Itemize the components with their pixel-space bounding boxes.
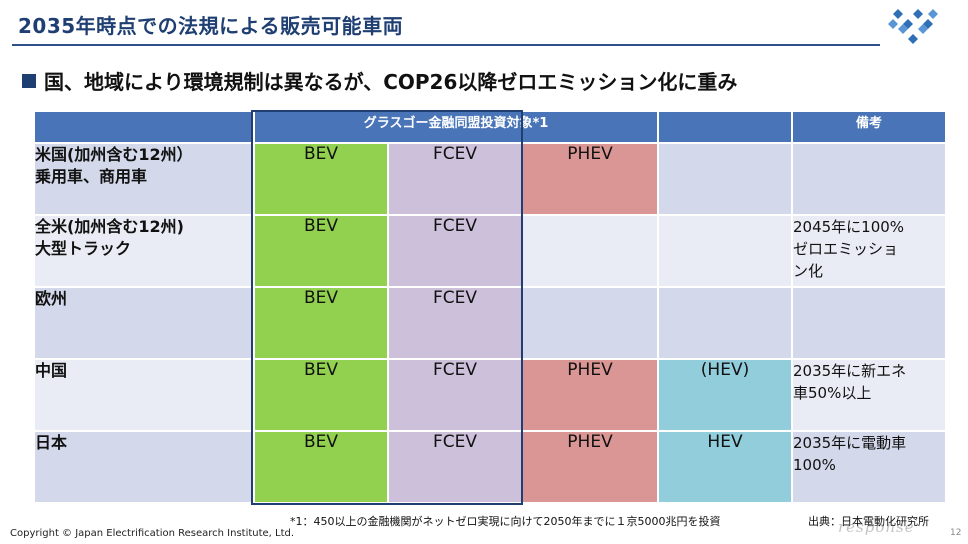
hev-cell xyxy=(657,286,793,360)
region-cell: 中国 xyxy=(33,358,255,432)
phev-cell: PHEV xyxy=(521,430,659,504)
company-logo-icon xyxy=(888,9,938,44)
bev-cell: BEV xyxy=(253,430,389,504)
hev-cell: HEV xyxy=(657,430,793,504)
table-row: 日本 BEV FCEV PHEV HEV 2035年に電動車 100% xyxy=(33,430,947,504)
copyright: Copyright © Japan Electrification Resear… xyxy=(10,528,295,539)
fcev-cell: FCEV xyxy=(387,214,523,288)
region-cell: 全米(加州含む12州) 大型トラック xyxy=(33,214,255,288)
title-divider xyxy=(12,44,880,46)
table-header-row: グラスゴー金融同盟投資対象*1 備考 xyxy=(33,110,947,144)
fcev-cell: FCEV xyxy=(387,430,523,504)
header-alliance: グラスゴー金融同盟投資対象*1 xyxy=(253,110,659,144)
subtitle: 国、地域により環境規制は異なるが、COP26以降ゼロエミッション化に重み xyxy=(22,66,737,95)
footnote: *1：450以上の金融機関がネットゼロ実現に向けて2050年までに１京5000兆… xyxy=(290,515,721,528)
subtitle-text: 国、地域により環境規制は異なるが、COP26以降ゼロエミッション化に重み xyxy=(44,70,738,94)
phev-cell: PHEV xyxy=(521,358,659,432)
table-row: 欧州 BEV FCEV xyxy=(33,286,947,360)
hev-cell xyxy=(657,142,793,216)
note-cell: 2035年に電動車 100% xyxy=(791,430,947,504)
note-cell: 2045年に100% ゼロエミッショ ン化 xyxy=(791,214,947,288)
page-title: 2035年時点での法規による販売可能車両 xyxy=(18,14,404,38)
fcev-cell: FCEV xyxy=(387,358,523,432)
header-remarks: 備考 xyxy=(791,110,947,144)
note-cell xyxy=(791,142,947,216)
bev-cell: BEV xyxy=(253,286,389,360)
table-row: 全米(加州含む12州) 大型トラック BEV FCEV 2045年に100% ゼ… xyxy=(33,214,947,288)
table-row: 中国 BEV FCEV PHEV (HEV) 2035年に新エネ 車50%以上 xyxy=(33,358,947,432)
region-cell: 欧州 xyxy=(33,286,255,360)
fcev-cell: FCEV xyxy=(387,142,523,216)
page-number: 12 xyxy=(950,528,962,538)
phev-cell xyxy=(521,214,659,288)
region-cell: 米国(加州含む12州） 乗用車、商用車 xyxy=(33,142,255,216)
regulation-table: グラスゴー金融同盟投資対象*1 備考 米国(加州含む12州） 乗用車、商用車 B… xyxy=(33,110,947,504)
hev-cell: (HEV) xyxy=(657,358,793,432)
bullet-square-icon xyxy=(22,74,36,88)
source-credit: 出典：日本電動化研究所 xyxy=(808,515,929,528)
hev-cell xyxy=(657,214,793,288)
phev-cell xyxy=(521,286,659,360)
phev-cell: PHEV xyxy=(521,142,659,216)
note-cell xyxy=(791,286,947,360)
header-blank xyxy=(33,110,255,144)
header-blank-2 xyxy=(657,110,793,144)
watermark-logo: response xyxy=(838,518,915,536)
fcev-cell: FCEV xyxy=(387,286,523,360)
region-cell: 日本 xyxy=(33,430,255,504)
bev-cell: BEV xyxy=(253,358,389,432)
note-cell: 2035年に新エネ 車50%以上 xyxy=(791,358,947,432)
table-row: 米国(加州含む12州） 乗用車、商用車 BEV FCEV PHEV xyxy=(33,142,947,216)
bev-cell: BEV xyxy=(253,214,389,288)
bev-cell: BEV xyxy=(253,142,389,216)
